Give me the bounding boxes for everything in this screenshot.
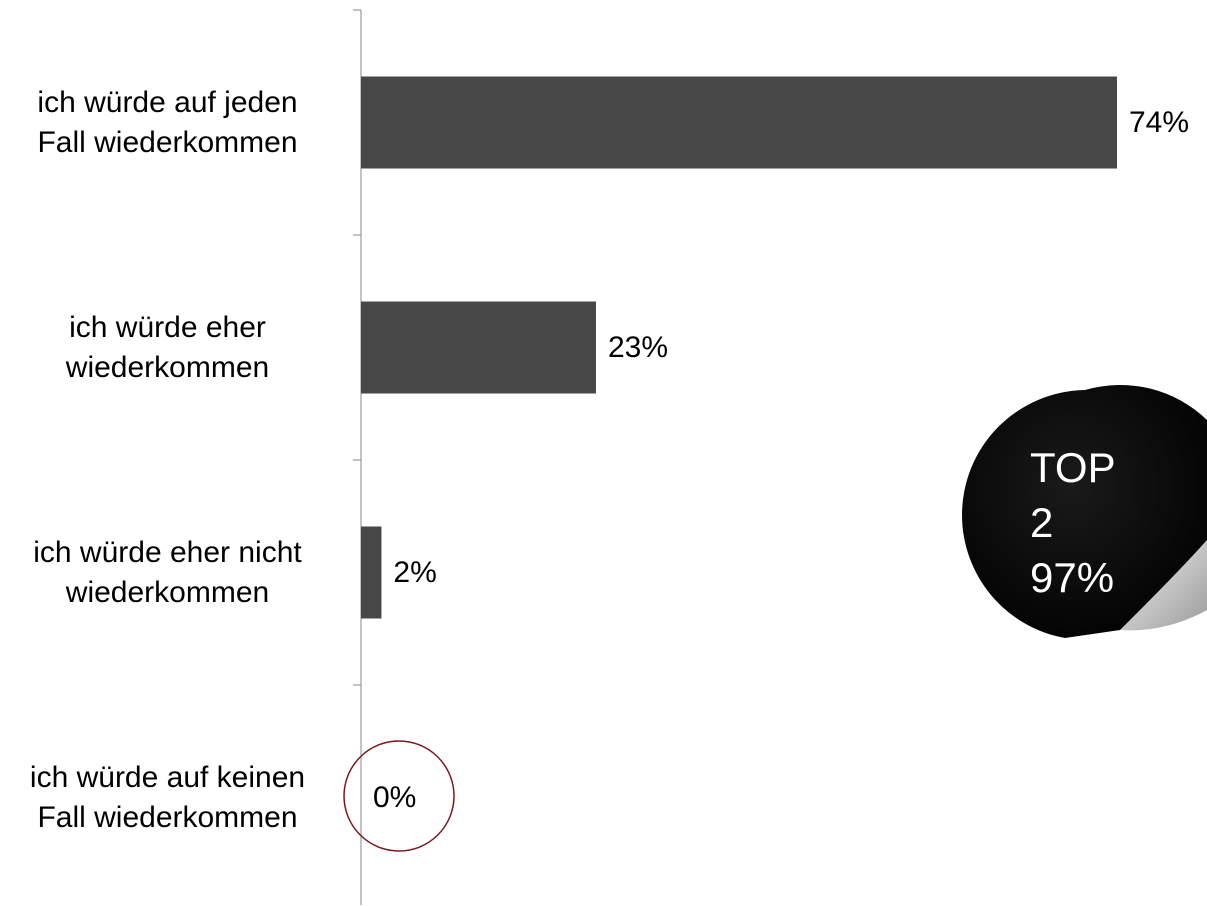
value-label: 23%: [608, 331, 668, 365]
category-label: ich würde eher wiederkommen: [0, 308, 335, 388]
category-label: ich würde eher nicht wiederkommen: [0, 533, 335, 613]
value-label: 2%: [393, 556, 436, 590]
sticker-label: TOP 2 97%: [1030, 440, 1116, 605]
category-label: ich würde auf jeden Fall wiederkommen: [0, 83, 335, 163]
bar: [361, 302, 596, 394]
value-label: 0%: [373, 781, 416, 815]
value-label: 74%: [1129, 106, 1189, 140]
category-label: ich würde auf keinen Fall wiederkommen: [0, 758, 335, 838]
bar: [361, 527, 381, 619]
page: TOP 2 97% ich würde auf jeden Fall wiede…: [0, 0, 1207, 906]
bar: [361, 77, 1117, 169]
